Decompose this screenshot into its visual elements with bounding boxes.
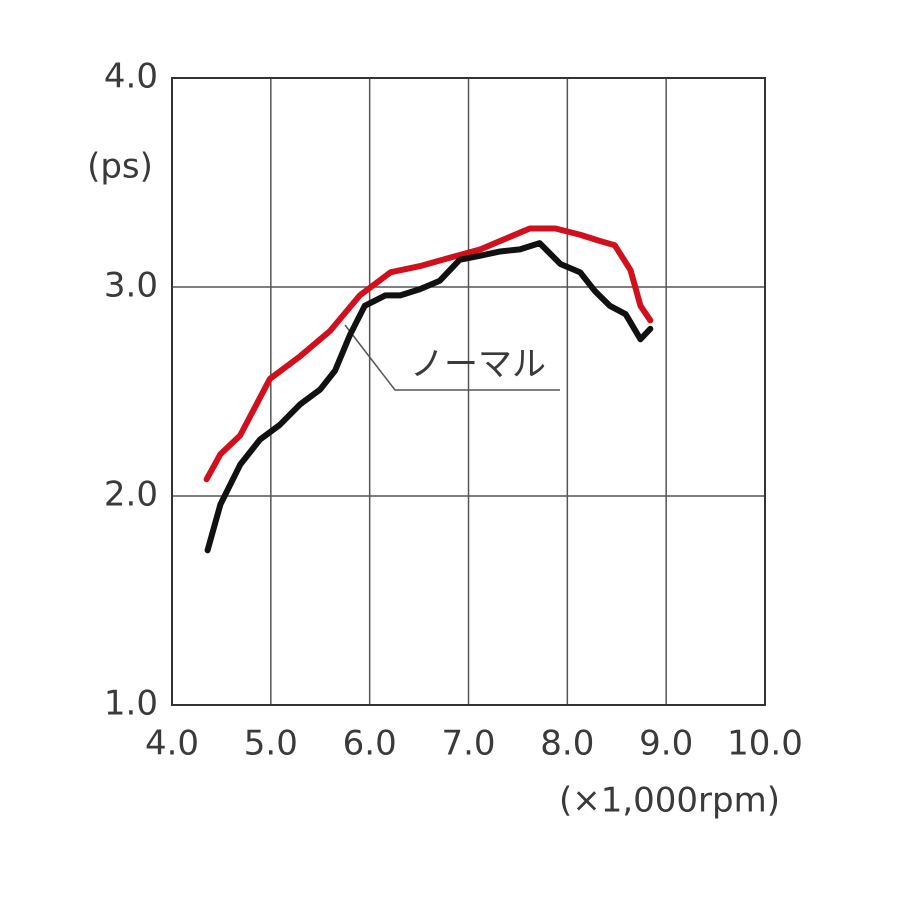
plot-frame (171, 77, 766, 706)
x-tick-label: 7.0 (441, 724, 495, 764)
y-tick-label: 2.0 (104, 475, 158, 515)
x-tick-label: 8.0 (540, 724, 594, 764)
x-tick-label: 10.0 (727, 724, 803, 764)
y-tick-label: 3.0 (104, 266, 158, 306)
x-tick-label: 9.0 (639, 724, 693, 764)
y-axis-label: (ps) (87, 147, 153, 187)
line-series (204, 240, 654, 554)
x-tick-label: 6.0 (343, 724, 397, 764)
line-series (203, 225, 654, 483)
y-tick-label: 4.0 (104, 57, 158, 97)
x-axis-label: (×1,000rpm) (559, 781, 780, 821)
y-tick-label: 1.0 (104, 684, 158, 724)
x-tick-label: 4.0 (145, 724, 199, 764)
x-tick-label: 5.0 (244, 724, 298, 764)
callout-line (344, 324, 560, 391)
series-label: ノーマル (410, 345, 546, 385)
